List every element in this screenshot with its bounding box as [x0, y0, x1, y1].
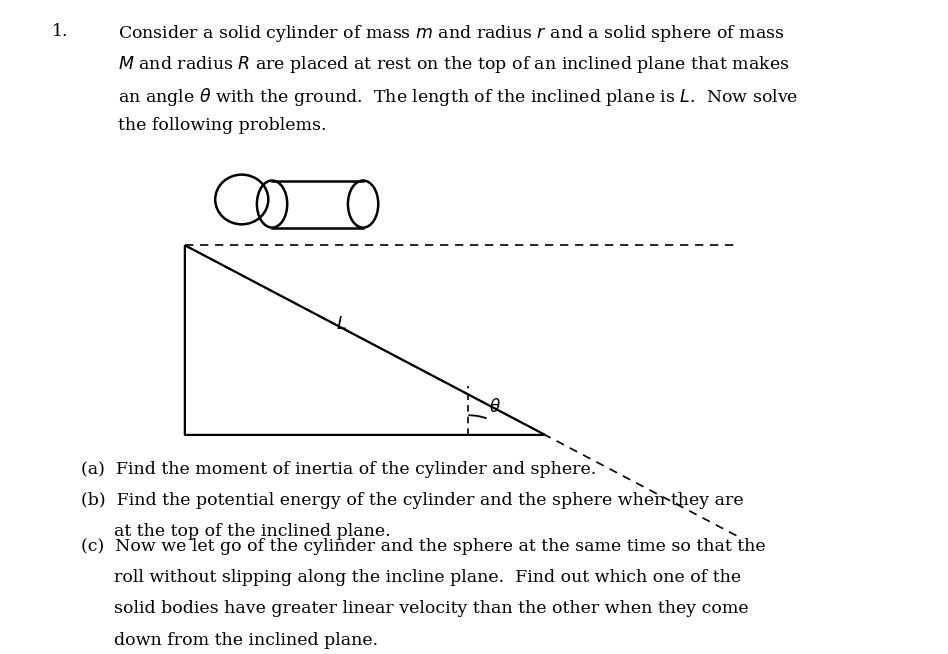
Text: an angle $\theta$ with the ground.  The length of the inclined plane is $L$.  No: an angle $\theta$ with the ground. The l…: [118, 86, 799, 108]
Text: $M$ and radius $R$ are placed at rest on the top of an inclined plane that makes: $M$ and radius $R$ are placed at rest on…: [118, 54, 790, 75]
Text: 1.: 1.: [52, 23, 68, 40]
Text: Consider a solid cylinder of mass $m$ and radius $r$ and a solid sphere of mass: Consider a solid cylinder of mass $m$ an…: [118, 23, 785, 44]
Text: at the top of the inclined plane.: at the top of the inclined plane.: [81, 523, 391, 540]
Text: (c)  Now we let go of the cylinder and the sphere at the same time so that the: (c) Now we let go of the cylinder and th…: [81, 538, 765, 555]
Text: down from the inclined plane.: down from the inclined plane.: [81, 632, 377, 649]
Text: (a)  Find the moment of inertia of the cylinder and sphere.: (a) Find the moment of inertia of the cy…: [81, 461, 596, 478]
Text: (b)  Find the potential energy of the cylinder and the sphere when they are: (b) Find the potential energy of the cyl…: [81, 492, 743, 509]
Text: roll without slipping along the incline plane.  Find out which one of the: roll without slipping along the incline …: [81, 569, 740, 586]
Text: $L$: $L$: [336, 315, 347, 333]
Text: the following problems.: the following problems.: [118, 117, 327, 134]
Text: $\theta$: $\theta$: [489, 398, 501, 417]
Text: solid bodies have greater linear velocity than the other when they come: solid bodies have greater linear velocit…: [81, 600, 748, 617]
